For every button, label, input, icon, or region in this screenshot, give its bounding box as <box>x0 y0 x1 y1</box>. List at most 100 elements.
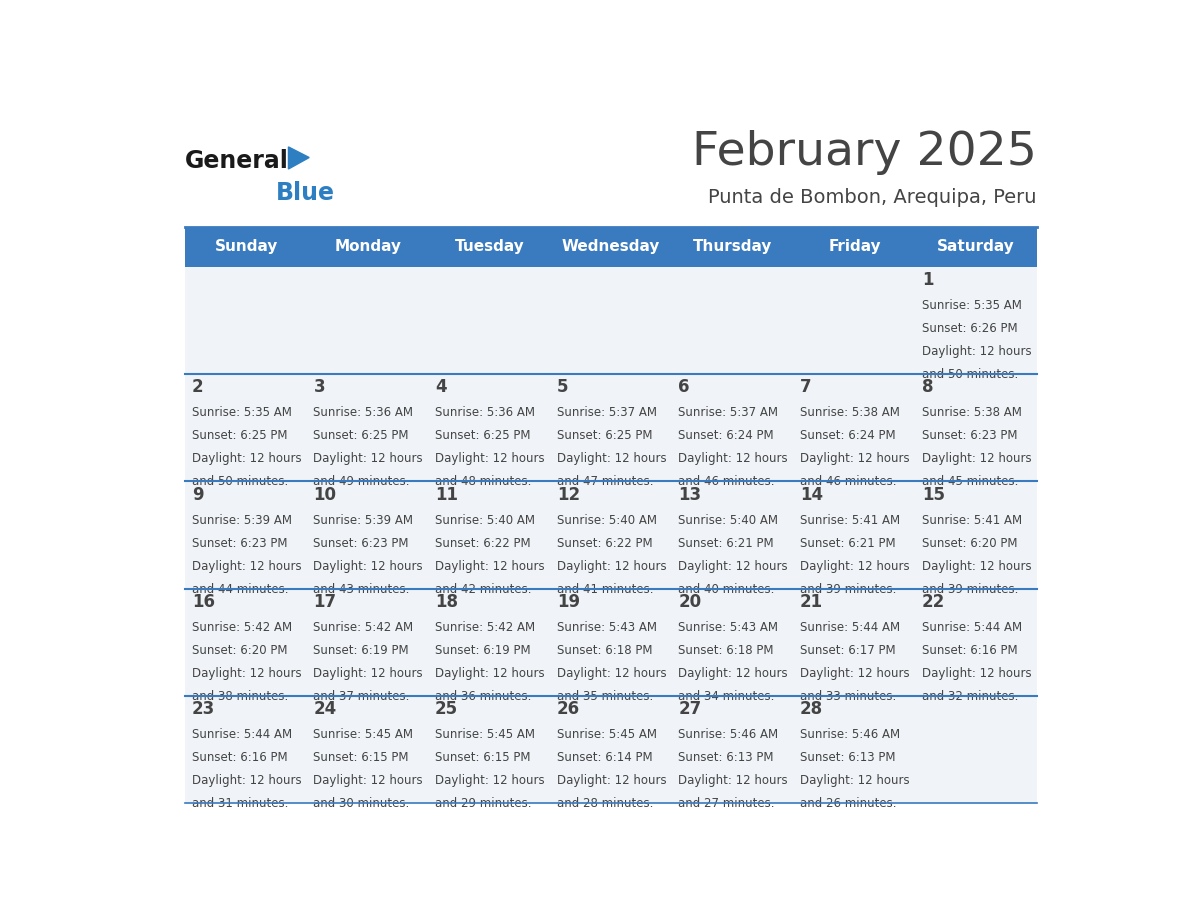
Text: Sunrise: 5:36 AM: Sunrise: 5:36 AM <box>435 407 535 420</box>
Text: and 27 minutes.: and 27 minutes. <box>678 797 775 810</box>
Text: and 46 minutes.: and 46 minutes. <box>800 476 897 488</box>
Text: and 35 minutes.: and 35 minutes. <box>557 689 653 703</box>
Text: Sunrise: 5:44 AM: Sunrise: 5:44 AM <box>800 621 901 633</box>
Text: 17: 17 <box>314 593 336 610</box>
Text: 4: 4 <box>435 378 447 397</box>
Text: 28: 28 <box>800 700 823 718</box>
Text: Sunrise: 5:43 AM: Sunrise: 5:43 AM <box>678 621 778 633</box>
Text: General: General <box>185 149 289 173</box>
Text: Sunrise: 5:37 AM: Sunrise: 5:37 AM <box>678 407 778 420</box>
Text: Sunrise: 5:36 AM: Sunrise: 5:36 AM <box>314 407 413 420</box>
Text: and 50 minutes.: and 50 minutes. <box>191 476 287 488</box>
Text: Thursday: Thursday <box>693 240 772 254</box>
Text: Sunrise: 5:42 AM: Sunrise: 5:42 AM <box>191 621 292 633</box>
Bar <box>672 267 794 375</box>
Text: and 26 minutes.: and 26 minutes. <box>800 797 897 810</box>
Text: and 39 minutes.: and 39 minutes. <box>922 583 1018 596</box>
Bar <box>915 375 1037 481</box>
Bar <box>915 696 1037 803</box>
Bar <box>915 267 1037 375</box>
Bar <box>307 481 429 588</box>
Text: Daylight: 12 hours: Daylight: 12 hours <box>435 560 545 573</box>
Bar <box>672 481 794 588</box>
Text: 22: 22 <box>922 593 944 610</box>
Text: Punta de Bombon, Arequipa, Peru: Punta de Bombon, Arequipa, Peru <box>708 188 1037 207</box>
Text: 11: 11 <box>435 486 459 504</box>
Bar <box>307 267 429 375</box>
Text: Sunset: 6:18 PM: Sunset: 6:18 PM <box>557 644 652 656</box>
Text: and 46 minutes.: and 46 minutes. <box>678 476 775 488</box>
Bar <box>794 375 915 481</box>
Bar <box>672 375 794 481</box>
Text: Sunset: 6:21 PM: Sunset: 6:21 PM <box>800 536 896 550</box>
Text: 2: 2 <box>191 378 203 397</box>
Text: and 43 minutes.: and 43 minutes. <box>314 583 410 596</box>
Text: Sunrise: 5:44 AM: Sunrise: 5:44 AM <box>191 728 292 741</box>
Text: Sunset: 6:19 PM: Sunset: 6:19 PM <box>435 644 531 656</box>
Text: and 28 minutes.: and 28 minutes. <box>557 797 653 810</box>
Text: Sunset: 6:21 PM: Sunset: 6:21 PM <box>678 536 775 550</box>
Bar <box>307 375 429 481</box>
Text: Sunset: 6:25 PM: Sunset: 6:25 PM <box>557 430 652 442</box>
Text: Sunrise: 5:35 AM: Sunrise: 5:35 AM <box>191 407 291 420</box>
Bar <box>672 588 794 696</box>
Text: Daylight: 12 hours: Daylight: 12 hours <box>922 453 1031 465</box>
Bar <box>672 227 794 267</box>
Text: Sunset: 6:14 PM: Sunset: 6:14 PM <box>557 751 652 764</box>
Text: and 50 minutes.: and 50 minutes. <box>922 368 1018 381</box>
Text: Sunrise: 5:43 AM: Sunrise: 5:43 AM <box>557 621 657 633</box>
Text: 3: 3 <box>314 378 326 397</box>
Bar <box>185 481 307 588</box>
Text: 19: 19 <box>557 593 580 610</box>
Text: and 42 minutes.: and 42 minutes. <box>435 583 531 596</box>
Text: and 31 minutes.: and 31 minutes. <box>191 797 289 810</box>
Text: Sunset: 6:13 PM: Sunset: 6:13 PM <box>800 751 896 764</box>
Bar <box>550 481 672 588</box>
Bar <box>794 227 915 267</box>
Text: 9: 9 <box>191 486 203 504</box>
Text: Sunrise: 5:41 AM: Sunrise: 5:41 AM <box>922 513 1022 527</box>
Text: and 41 minutes.: and 41 minutes. <box>557 583 653 596</box>
Text: and 47 minutes.: and 47 minutes. <box>557 476 653 488</box>
Bar <box>915 588 1037 696</box>
Text: 1: 1 <box>922 272 934 289</box>
Text: Sunrise: 5:45 AM: Sunrise: 5:45 AM <box>557 728 657 741</box>
Text: Daylight: 12 hours: Daylight: 12 hours <box>678 666 788 679</box>
Text: Sunset: 6:26 PM: Sunset: 6:26 PM <box>922 322 1017 335</box>
Text: Sunset: 6:19 PM: Sunset: 6:19 PM <box>314 644 409 656</box>
Text: Daylight: 12 hours: Daylight: 12 hours <box>922 345 1031 358</box>
Bar <box>794 588 915 696</box>
Text: 16: 16 <box>191 593 215 610</box>
Bar <box>307 227 429 267</box>
Text: Sunrise: 5:46 AM: Sunrise: 5:46 AM <box>678 728 778 741</box>
Bar <box>429 481 550 588</box>
Text: Daylight: 12 hours: Daylight: 12 hours <box>435 453 545 465</box>
Bar <box>550 588 672 696</box>
Text: Sunrise: 5:40 AM: Sunrise: 5:40 AM <box>678 513 778 527</box>
Text: Sunrise: 5:40 AM: Sunrise: 5:40 AM <box>557 513 657 527</box>
Text: 25: 25 <box>435 700 459 718</box>
Bar <box>915 481 1037 588</box>
Text: Daylight: 12 hours: Daylight: 12 hours <box>557 774 666 787</box>
Text: Sunset: 6:18 PM: Sunset: 6:18 PM <box>678 644 773 656</box>
Text: 18: 18 <box>435 593 459 610</box>
Text: Sunrise: 5:42 AM: Sunrise: 5:42 AM <box>314 621 413 633</box>
Text: Daylight: 12 hours: Daylight: 12 hours <box>678 560 788 573</box>
Text: Sunrise: 5:35 AM: Sunrise: 5:35 AM <box>922 299 1022 312</box>
Text: and 48 minutes.: and 48 minutes. <box>435 476 531 488</box>
Text: Daylight: 12 hours: Daylight: 12 hours <box>557 453 666 465</box>
Text: Daylight: 12 hours: Daylight: 12 hours <box>922 560 1031 573</box>
Text: Sunset: 6:15 PM: Sunset: 6:15 PM <box>435 751 531 764</box>
Text: Daylight: 12 hours: Daylight: 12 hours <box>800 666 910 679</box>
Text: Sunrise: 5:41 AM: Sunrise: 5:41 AM <box>800 513 901 527</box>
Text: Saturday: Saturday <box>937 240 1015 254</box>
Bar <box>185 227 307 267</box>
Text: Sunset: 6:23 PM: Sunset: 6:23 PM <box>314 536 409 550</box>
Text: Daylight: 12 hours: Daylight: 12 hours <box>678 453 788 465</box>
Text: Sunset: 6:20 PM: Sunset: 6:20 PM <box>922 536 1017 550</box>
Text: 14: 14 <box>800 486 823 504</box>
Text: Daylight: 12 hours: Daylight: 12 hours <box>922 666 1031 679</box>
Text: Sunset: 6:20 PM: Sunset: 6:20 PM <box>191 644 287 656</box>
Text: Sunrise: 5:45 AM: Sunrise: 5:45 AM <box>314 728 413 741</box>
Bar <box>429 375 550 481</box>
